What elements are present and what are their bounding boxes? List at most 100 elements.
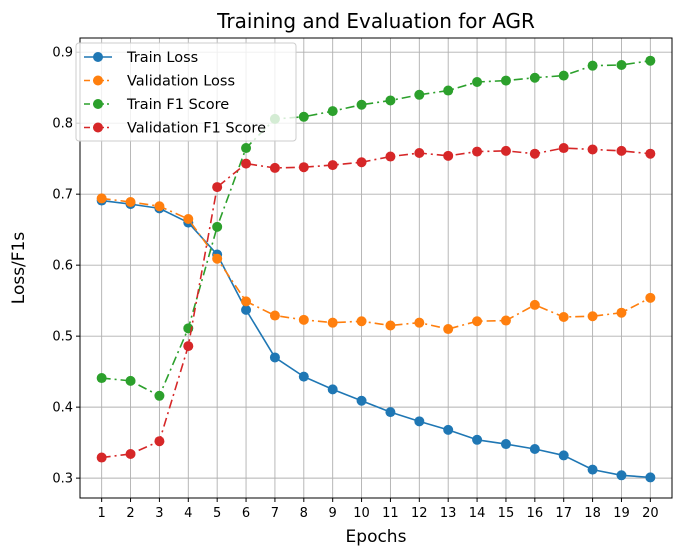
x-tick-label: 8 [300,506,308,521]
validation-loss-point [587,311,598,322]
train-loss-line [101,199,651,479]
x-tick-label: 5 [213,506,221,521]
validation-loss-point [356,316,367,327]
validation-loss-point [96,193,107,204]
chart-title: Training and Evaluation for AGR [216,9,535,33]
x-tick-label: 19 [613,506,630,521]
validation-f1-score-point [385,151,396,162]
train-f1-score-point [241,143,252,154]
validation-f1-score-point [212,182,223,193]
x-tick-label: 14 [469,506,486,521]
x-tick-label: 11 [382,506,399,521]
validation-f1-score-point [500,145,511,156]
validation-f1-score-point [183,341,194,352]
series-validation-f1-score [96,143,656,463]
series-validation-loss [96,193,656,335]
train-f1-score-point [558,70,569,81]
train-loss-point [500,439,511,450]
y-tick-label: 0.4 [52,401,73,416]
x-tick-label: 15 [498,506,515,521]
validation-loss-point [645,292,656,303]
x-tick-label: 18 [584,506,601,521]
validation-loss-point [558,311,569,322]
train-loss-point [443,424,454,435]
legend-swatch-marker [93,99,103,109]
train-loss-point [327,384,338,395]
train-loss-point [472,434,483,445]
y-tick-label: 0.6 [52,259,73,274]
legend-swatch-marker [93,75,103,86]
train-loss-point [558,450,569,461]
x-tick-label: 9 [329,506,337,521]
train-f1-score-point [356,99,367,110]
validation-loss-point [269,310,280,321]
validation-loss-point [529,299,540,310]
y-axis-label: Loss/F1s [9,232,29,305]
validation-f1-score-point [587,144,598,155]
validation-loss-point [616,307,627,318]
validation-f1-score-point [616,145,627,156]
x-tick-label: 7 [271,506,279,521]
validation-f1-score-point [558,143,569,154]
train-loss-point [414,416,425,427]
validation-loss-point [443,324,454,335]
x-tick-label: 16 [527,506,544,521]
x-tick-label: 2 [126,506,134,521]
train-f1-score-point [645,55,656,66]
x-tick-label: 1 [98,506,106,521]
validation-loss-point [212,253,223,264]
validation-loss-point [500,315,511,326]
train-f1-score-point [154,390,165,401]
train-f1-score-point [529,72,540,83]
train-f1-score-point [96,373,107,384]
validation-f1-score-point [96,452,107,463]
validation-f1-score-point [645,148,656,159]
x-tick-label: 4 [184,506,192,521]
train-loss-point [645,472,656,483]
x-tick-label: 12 [411,506,428,521]
train-f1-score-point [500,75,511,86]
series-train-loss [96,195,656,483]
validation-loss-point [125,196,136,207]
axis-ticks: 1 2 3 4 5 6 7 8 9 10 11 12 13 14 15 16 17 18 19 200.30.40.5… [52,46,658,521]
legend-item-train-loss: Train Loss [84,50,198,66]
validation-loss-point [414,317,425,328]
x-tick-label: 17 [555,506,572,521]
x-tick-label: 13 [440,506,457,521]
train-loss-point [298,371,309,382]
train-loss-point [616,470,627,481]
validation-f1-score-point [443,150,454,161]
train-f1-score-point [385,95,396,106]
validation-f1-score-point [269,162,280,173]
train-f1-score-point [125,375,136,386]
validation-f1-score-point [298,162,309,173]
validation-loss-point [385,320,396,331]
train-f1-score-point [327,106,338,117]
validation-loss-line [101,197,651,330]
legend-label: Train F1 Score [126,97,229,113]
train-loss-point [385,407,396,418]
validation-f1-score-point [414,148,425,158]
legend-swatch-marker [93,52,103,62]
series-train-f1-score [96,55,656,401]
validation-f1-score-point [327,160,338,171]
y-tick-label: 0.5 [52,330,73,345]
legend: Train Loss Validation Loss Train F1 Score V… [75,42,297,142]
train-loss-point [587,464,598,475]
legend-box [75,42,297,142]
train-f1-score-point [414,89,425,100]
train-loss-point [269,352,280,363]
series-layer [96,55,656,483]
train-f1-score-point [616,59,627,70]
plot-area-frame [79,37,673,499]
validation-loss-point [241,296,252,307]
x-tick-label: 20 [642,506,659,521]
x-tick-label: 10 [353,506,370,521]
y-tick-label: 0.9 [52,46,73,61]
validation-f1-score-point [125,448,136,459]
legend-item-validation-f1-score: Validation F1 Score [84,121,266,137]
train-f1-score-point [587,60,598,71]
validation-f1-score-line [101,147,651,459]
validation-f1-score-point [356,157,367,168]
x-tick-label: 6 [242,506,250,521]
